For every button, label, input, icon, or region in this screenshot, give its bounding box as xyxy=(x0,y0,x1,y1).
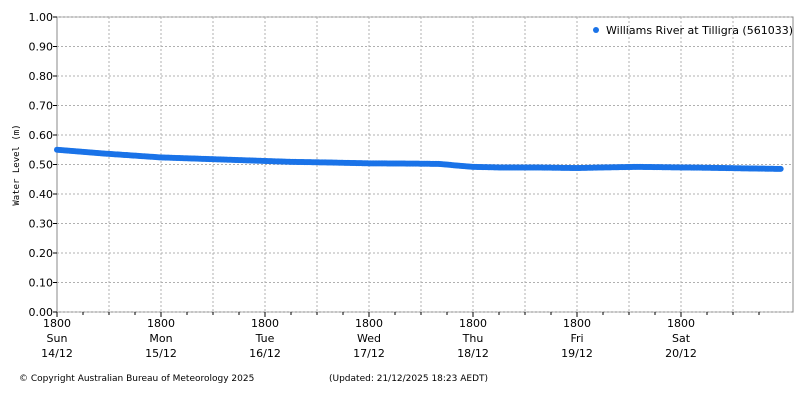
x-tick-time: 1800 xyxy=(147,317,175,330)
x-tick-date: 19/12 xyxy=(561,347,593,360)
x-tick-date: 18/12 xyxy=(457,347,489,360)
x-tick-time: 1800 xyxy=(43,317,71,330)
x-tick-time: 1800 xyxy=(251,317,279,330)
x-axis-ticks: 1800 Sun 14/12 1800 Mon 15/12 1800 Tue 16/12 1800… xyxy=(41,312,760,360)
x-tick-day: Wed xyxy=(357,332,381,345)
x-tick-day: Fri xyxy=(570,332,583,345)
y-tick-label: 0.80 xyxy=(29,70,54,83)
updated-timestamp: (Updated: 21/12/2025 18:23 AEDT) xyxy=(329,374,489,384)
x-tick-date: 16/12 xyxy=(249,347,281,360)
x-tick-date: 20/12 xyxy=(665,347,697,360)
y-axis-ticks: 0.00 0.10 0.20 0.30 0.40 0.50 0.60 0.70 0.80 0.90… xyxy=(29,11,57,319)
x-tick-time: 1800 xyxy=(459,317,487,330)
y-tick-label: 0.70 xyxy=(29,100,54,113)
x-tick-date: 14/12 xyxy=(41,347,73,360)
y-tick-label: 0.10 xyxy=(29,277,54,290)
x-tick-day: Sat xyxy=(672,332,691,345)
x-tick-day: Sun xyxy=(47,332,68,345)
x-tick-day: Thu xyxy=(462,332,484,345)
y-tick-label: 0.90 xyxy=(29,41,54,54)
y-tick-label: 0.20 xyxy=(29,247,54,260)
y-tick-label: 0.00 xyxy=(29,306,54,319)
y-tick-label: 1.00 xyxy=(29,11,54,24)
x-tick-time: 1800 xyxy=(563,317,591,330)
data-point xyxy=(777,165,784,172)
x-tick-time: 1800 xyxy=(667,317,695,330)
grid-lines xyxy=(57,16,793,313)
y-axis-label: Water Level (m) xyxy=(12,124,22,205)
y-tick-label: 0.60 xyxy=(29,129,54,142)
copyright-text: © Copyright Australian Bureau of Meteoro… xyxy=(19,374,255,384)
x-tick-day: Mon xyxy=(149,332,172,345)
y-tick-label: 0.40 xyxy=(29,188,54,201)
x-tick-date: 15/12 xyxy=(145,347,177,360)
legend: Williams River at Tilligra (561033) xyxy=(593,24,793,37)
legend-label: Williams River at Tilligra (561033) xyxy=(606,24,793,37)
series-points xyxy=(54,146,784,172)
y-tick-label: 0.50 xyxy=(29,159,54,172)
y-tick-label: 0.30 xyxy=(29,218,54,231)
x-tick-day: Tue xyxy=(255,332,275,345)
x-tick-date: 17/12 xyxy=(353,347,385,360)
x-tick-time: 1800 xyxy=(355,317,383,330)
legend-marker xyxy=(593,27,599,33)
